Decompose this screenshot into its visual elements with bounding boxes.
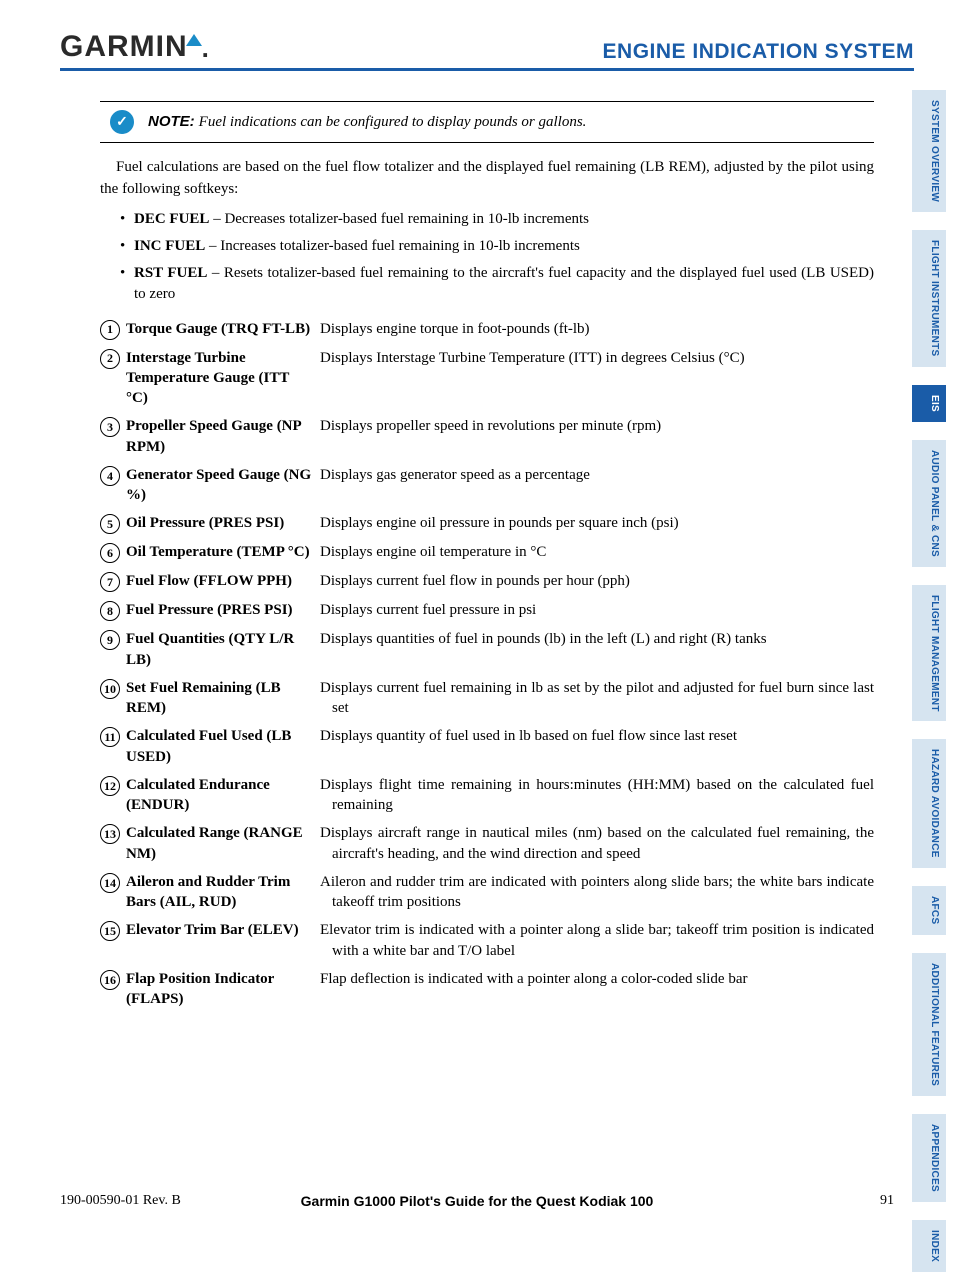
definition-description: Elevator trim is indicated with a pointe… [320, 920, 874, 961]
note-label: NOTE: [148, 113, 195, 130]
section-tab[interactable]: FLIGHT MANAGEMENT [912, 585, 946, 722]
definition-row: 16Flap Position Indicator (FLAPS)Flap de… [100, 969, 874, 1010]
softkey-item: INC FUEL – Increases totalizer-based fue… [120, 236, 874, 257]
intro-paragraph: Fuel calculations are based on the fuel … [100, 157, 874, 201]
footer-doc-id: 190-00590-01 Rev. B [60, 1193, 181, 1209]
definition-number-badge: 6 [100, 543, 120, 563]
note-text: NOTE:Fuel indications can be configured … [148, 113, 586, 131]
definition-row: 15Elevator Trim Bar (ELEV)Elevator trim … [100, 920, 874, 961]
definition-number-badge: 14 [100, 873, 120, 893]
section-tab[interactable]: APPENDICES [912, 1114, 946, 1202]
section-tab[interactable]: HAZARD AVOIDANCE [912, 739, 946, 868]
definition-number-badge: 8 [100, 601, 120, 621]
definition-row: 9Fuel Quantities (QTY L/R LB)Displays qu… [100, 629, 874, 670]
definition-row: 10Set Fuel Remaining (LB REM)Displays cu… [100, 678, 874, 719]
definition-term: Propeller Speed Gauge (NP RPM) [120, 416, 320, 457]
definition-list: 1Torque Gauge (TRQ FT-LB)Displays engine… [100, 319, 874, 1010]
definition-description: Aileron and rudder trim are indicated wi… [320, 872, 874, 913]
softkey-list: DEC FUEL – Decreases totalizer-based fue… [120, 209, 874, 305]
softkey-item: DEC FUEL – Decreases totalizer-based fue… [120, 209, 874, 230]
definition-term: Oil Temperature (TEMP °C) [120, 542, 320, 562]
definition-term: Interstage Turbine Temperature Gauge (IT… [120, 348, 320, 409]
section-tab[interactable]: EIS [912, 385, 946, 422]
softkey-term: INC FUEL [134, 238, 205, 254]
definition-term: Fuel Quantities (QTY L/R LB) [120, 629, 320, 670]
definition-number-badge: 7 [100, 572, 120, 592]
section-tab[interactable]: AUDIO PANEL & CNS [912, 440, 946, 567]
definition-number-badge: 9 [100, 630, 120, 650]
definition-row: 5Oil Pressure (PRES PSI)Displays engine … [100, 513, 874, 534]
section-tab[interactable]: SYSTEM OVERVIEW [912, 90, 946, 212]
definition-number-badge: 2 [100, 349, 120, 369]
definition-term: Fuel Pressure (PRES PSI) [120, 600, 320, 620]
definition-description: Displays Interstage Turbine Temperature … [320, 348, 874, 368]
definition-number-badge: 5 [100, 514, 120, 534]
definition-description: Displays quantity of fuel used in lb bas… [320, 726, 874, 746]
footer-page-number: 91 [880, 1193, 894, 1209]
definition-description: Displays engine oil pressure in pounds p… [320, 513, 874, 533]
definition-description: Displays quantities of fuel in pounds (l… [320, 629, 874, 649]
definition-term: Torque Gauge (TRQ FT-LB) [120, 319, 320, 339]
definition-description: Displays current fuel pressure in psi [320, 600, 874, 620]
definition-row: 14Aileron and Rudder Trim Bars (AIL, RUD… [100, 872, 874, 913]
garmin-logo: GARMIN. [60, 30, 209, 64]
definition-row: 4Generator Speed Gauge (NG %)Displays ga… [100, 465, 874, 506]
section-tab[interactable]: FLIGHT INSTRUMENTS [912, 230, 946, 367]
definition-row: 3Propeller Speed Gauge (NP RPM)Displays … [100, 416, 874, 457]
definition-row: 12Calculated Endurance (ENDUR)Displays f… [100, 775, 874, 816]
softkey-term: DEC FUEL [134, 211, 209, 227]
definition-term: Aileron and Rudder Trim Bars (AIL, RUD) [120, 872, 320, 913]
content-area: ✓ NOTE:Fuel indications can be configure… [60, 101, 914, 1009]
section-tab[interactable]: ADDITIONAL FEATURES [912, 953, 946, 1096]
definition-row: 11Calculated Fuel Used (LB USED)Displays… [100, 726, 874, 767]
definition-number-badge: 1 [100, 320, 120, 340]
section-title: ENGINE INDICATION SYSTEM [603, 40, 914, 64]
definition-description: Displays current fuel remaining in lb as… [320, 678, 874, 719]
section-tab[interactable]: INDEX [912, 1220, 946, 1272]
logo-triangle-icon [186, 34, 202, 46]
footer-title: Garmin G1000 Pilot's Guide for the Quest… [301, 1193, 654, 1209]
definition-number-badge: 16 [100, 970, 120, 990]
note-body: Fuel indications can be configured to di… [199, 114, 587, 130]
definition-term: Flap Position Indicator (FLAPS) [120, 969, 320, 1010]
page-footer: 190-00590-01 Rev. B Garmin G1000 Pilot's… [60, 1193, 894, 1209]
definition-number-badge: 4 [100, 466, 120, 486]
definition-row: 13Calculated Range (RANGE NM)Displays ai… [100, 823, 874, 864]
definition-number-badge: 12 [100, 776, 120, 796]
definition-description: Displays flight time remaining in hours:… [320, 775, 874, 816]
definition-term: Elevator Trim Bar (ELEV) [120, 920, 320, 940]
definition-term: Fuel Flow (FFLOW PPH) [120, 571, 320, 591]
page-header: GARMIN. ENGINE INDICATION SYSTEM [60, 30, 914, 71]
definition-term: Calculated Range (RANGE NM) [120, 823, 320, 864]
definition-description: Displays engine oil temperature in °C [320, 542, 874, 562]
logo-text: GARMIN [60, 30, 188, 64]
note-callout: ✓ NOTE:Fuel indications can be configure… [100, 101, 874, 143]
definition-row: 6Oil Temperature (TEMP °C)Displays engin… [100, 542, 874, 563]
definition-description: Displays gas generator speed as a percen… [320, 465, 874, 485]
definition-term: Generator Speed Gauge (NG %) [120, 465, 320, 506]
definition-description: Displays aircraft range in nautical mile… [320, 823, 874, 864]
definition-term: Calculated Endurance (ENDUR) [120, 775, 320, 816]
definition-number-badge: 15 [100, 921, 120, 941]
definition-term: Set Fuel Remaining (LB REM) [120, 678, 320, 719]
definition-description: Displays propeller speed in revolutions … [320, 416, 874, 436]
definition-description: Flap deflection is indicated with a poin… [320, 969, 874, 989]
definition-number-badge: 10 [100, 679, 120, 699]
definition-number-badge: 3 [100, 417, 120, 437]
definition-description: Displays engine torque in foot-pounds (f… [320, 319, 874, 339]
section-tab[interactable]: AFCS [912, 886, 946, 934]
definition-row: 8Fuel Pressure (PRES PSI)Displays curren… [100, 600, 874, 621]
definition-row: 2Interstage Turbine Temperature Gauge (I… [100, 348, 874, 409]
definition-number-badge: 11 [100, 727, 120, 747]
note-icon: ✓ [110, 110, 134, 134]
definition-description: Displays current fuel flow in pounds per… [320, 571, 874, 591]
definition-row: 1Torque Gauge (TRQ FT-LB)Displays engine… [100, 319, 874, 340]
section-tabs-sidebar: SYSTEM OVERVIEW FLIGHT INSTRUMENTS EIS AUDI… [912, 90, 946, 1272]
definition-term: Calculated Fuel Used (LB USED) [120, 726, 320, 767]
definition-row: 7Fuel Flow (FFLOW PPH)Displays current f… [100, 571, 874, 592]
definition-term: Oil Pressure (PRES PSI) [120, 513, 320, 533]
softkey-term: RST FUEL [134, 265, 207, 281]
softkey-item: RST FUEL – Resets totalizer-based fuel r… [120, 263, 874, 305]
definition-number-badge: 13 [100, 824, 120, 844]
